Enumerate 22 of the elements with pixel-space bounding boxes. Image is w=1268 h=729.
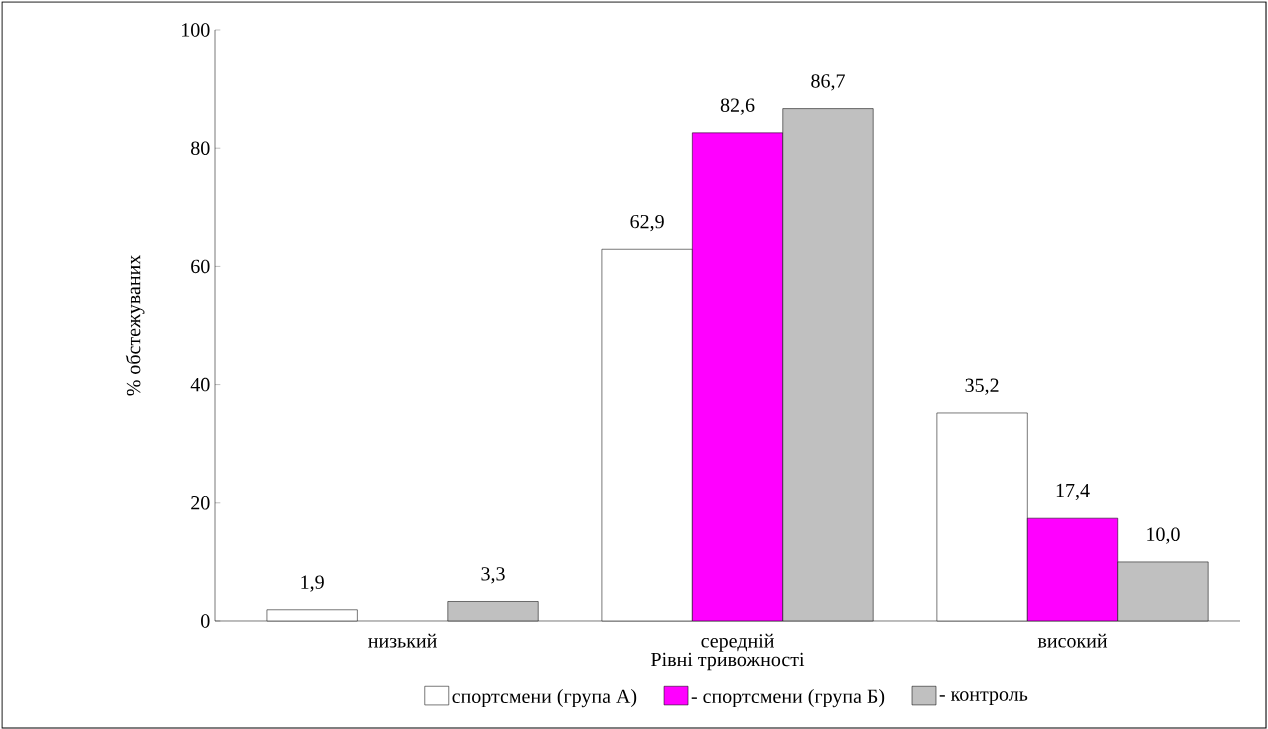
y-tick-label: 60 <box>191 259 210 274</box>
y-axis-title: % обстежуваних <box>125 254 145 396</box>
data-label: 35,2 <box>965 378 999 395</box>
data-label: 3,3 <box>481 567 505 584</box>
legend-label: спортсмени (група А) <box>452 688 637 708</box>
data-label: 82,6 <box>720 98 755 115</box>
x-tick-label: низький <box>368 633 437 648</box>
legend-label: - спортсмени (група Б) <box>691 688 885 708</box>
y-tick-label: 40 <box>190 377 210 392</box>
data-label: 17,4 <box>1056 483 1090 501</box>
data-label: 86,7 <box>811 74 845 91</box>
y-tick-label: 80 <box>191 141 210 155</box>
data-label: 62,9 <box>630 214 664 232</box>
data-label: 1,9 <box>301 575 324 592</box>
x-tick-label: середній <box>701 633 774 652</box>
y-tick-label: 100 <box>182 23 210 37</box>
y-tick-label: 0 <box>201 614 210 628</box>
data-label: 10,0 <box>1147 527 1180 544</box>
x-axis-title: Рівні тривожності <box>651 652 805 671</box>
legend-label: - контроль <box>939 691 1028 705</box>
x-tick-label: високий <box>1037 633 1108 648</box>
y-tick-label: 20 <box>191 496 210 510</box>
